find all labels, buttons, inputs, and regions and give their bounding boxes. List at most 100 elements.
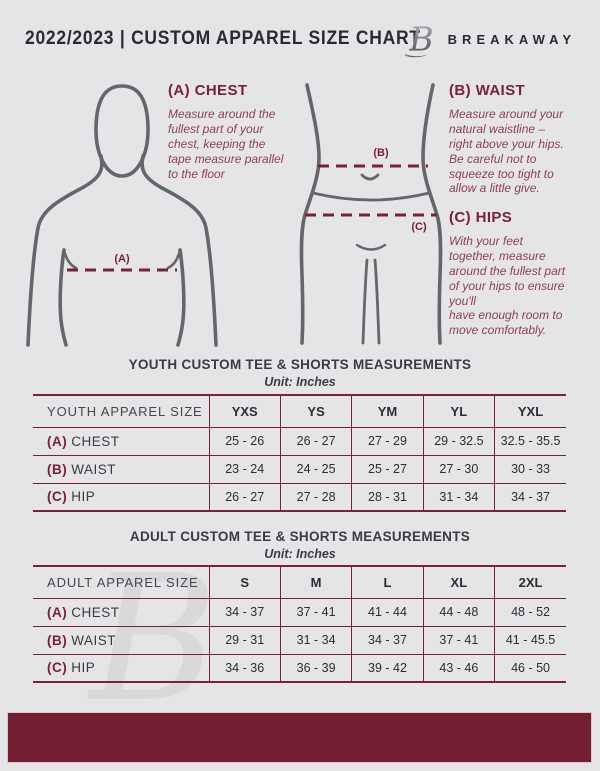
size-range-cell: 34 - 37: [494, 483, 566, 511]
waist-heading: (B) WAIST: [449, 82, 526, 99]
measure-label-cell: (A) CHEST: [33, 427, 209, 455]
table-row: (C) HIP 26 - 27 27 - 28 28 - 31 31 - 34 3…: [33, 483, 566, 511]
crotch-curve: [355, 243, 387, 251]
marker-c-label: (C): [411, 221, 427, 233]
youth-size-table: YOUTH APPAREL SIZE YXS YS YM YL YXL (A) C…: [33, 394, 566, 512]
footer-bar: [7, 712, 592, 763]
size-header-cell: YS: [279, 395, 352, 427]
size-range-cell: 23 - 24: [208, 455, 281, 483]
size-range-cell: 46 - 50: [494, 654, 566, 682]
right-shoulder-arm-outline: [140, 154, 218, 347]
size-range-cell: 36 - 39: [279, 654, 352, 682]
size-range-cell: 27 - 29: [351, 427, 424, 455]
marker-prefix: (C): [47, 489, 68, 505]
size-range-cell: 32.5 - 35.5: [494, 427, 566, 455]
youth-size-header-label: YOUTH APPAREL SIZE: [47, 403, 203, 419]
hips-heading: (C) HIPS: [449, 209, 513, 226]
waist-body-text: Measure around your natural waistline – …: [449, 107, 564, 196]
chest-heading: (A) CHEST: [168, 82, 248, 99]
size-range-cell: 26 - 27: [208, 483, 281, 511]
size-range-cell: 37 - 41: [422, 626, 495, 654]
size-range-cell: 41 - 45.5: [494, 626, 566, 654]
navel-mark: [360, 173, 380, 181]
hips-body-text: With your feet together, measure around …: [449, 234, 566, 338]
left-armpit-fold: [62, 248, 78, 270]
size-range-cell: 34 - 37: [208, 598, 281, 626]
size-range-cell: 29 - 32.5: [422, 427, 495, 455]
table-row: (A) CHEST 25 - 26 26 - 27 27 - 29 29 - 32…: [33, 427, 566, 455]
table-row: (A) CHEST 34 - 37 37 - 41 41 - 44 44 - 48…: [33, 598, 566, 626]
inner-right-leg-line: [373, 258, 381, 345]
chest-body-text: Measure around the fullest part of your …: [168, 107, 284, 181]
size-range-cell: 48 - 52: [494, 598, 566, 626]
marker-prefix: (A): [47, 604, 68, 620]
size-range-cell: 30 - 33: [494, 455, 566, 483]
size-range-cell: 31 - 34: [422, 483, 495, 511]
table-row: (C) HIP 34 - 36 36 - 39 39 - 42 43 - 46 4…: [33, 654, 566, 682]
marker-prefix: (A): [47, 433, 68, 449]
table-row: (B) WAIST 23 - 24 24 - 25 25 - 27 27 - 30…: [33, 455, 566, 483]
chest-instruction: (A) CHEST Measure around the fullest par…: [168, 82, 318, 181]
breakaway-b-monogram-icon: [404, 20, 438, 58]
size-range-cell: 28 - 31: [351, 483, 424, 511]
marker-prefix: (C): [47, 660, 68, 676]
left-shoulder-arm-outline: [26, 154, 104, 347]
measure-label-cell: (A) CHEST: [33, 598, 209, 626]
youth-section-title: YOUTH CUSTOM TEE & SHORTS MEASUREMENTS: [128, 357, 472, 372]
page-title: 2022/2023 | CUSTOM APPAREL SIZE CHART: [25, 28, 421, 49]
measure-name: CHEST: [71, 604, 120, 620]
measure-name: CHEST: [71, 433, 120, 449]
size-range-cell: 34 - 37: [351, 626, 424, 654]
measurement-figures: (A) (B) (C): [26, 83, 443, 347]
size-range-cell: 37 - 41: [279, 598, 352, 626]
measure-label-cell: (C) HIP: [33, 654, 209, 682]
measurement-dashed-lines: [67, 164, 437, 272]
left-armpit-line: [58, 248, 68, 347]
measure-name: WAIST: [71, 461, 116, 477]
right-armpit-line: [176, 248, 186, 347]
table-header-row: YOUTH APPAREL SIZE YXS YS YM YL YXL: [33, 395, 566, 427]
table-header-row: ADULT APPAREL SIZE S M L XL 2XL: [33, 566, 566, 598]
size-range-cell: 44 - 48: [422, 598, 495, 626]
waist-instruction: (B) WAIST Measure around your natural wa…: [449, 82, 599, 196]
size-header-cell: YL: [422, 395, 495, 427]
size-range-cell: 34 - 36: [208, 654, 281, 682]
size-header-cell: YXL: [494, 395, 566, 427]
size-header-cell: YM: [351, 395, 424, 427]
size-range-cell: 27 - 28: [279, 483, 352, 511]
right-armpit-fold: [166, 248, 182, 270]
measure-name: HIP: [71, 660, 96, 676]
brand-lockup: BREAKAWAY: [404, 20, 576, 58]
size-header-cell: 2XL: [494, 566, 566, 598]
upper-body-figure: [26, 84, 218, 347]
head-outline: [94, 84, 150, 178]
size-header-cell: XL: [422, 566, 495, 598]
measure-name: HIP: [71, 489, 96, 505]
inner-left-leg-line: [361, 258, 369, 345]
size-range-cell: 29 - 31: [208, 626, 281, 654]
size-range-cell: 41 - 44: [351, 598, 424, 626]
size-header-cell: L: [351, 566, 424, 598]
size-range-cell: 39 - 42: [351, 654, 424, 682]
youth-unit-label: Unit: Inches: [264, 375, 336, 389]
marker-b-label: (B): [373, 147, 389, 159]
size-range-cell: 25 - 27: [351, 455, 424, 483]
marker-a-label: (A): [114, 253, 130, 265]
size-header-cell: S: [208, 566, 281, 598]
size-header-cell: M: [279, 566, 352, 598]
measure-name: WAIST: [71, 632, 116, 648]
measure-label-cell: (B) WAIST: [33, 455, 209, 483]
adult-size-table: ADULT APPAREL SIZE S M L XL 2XL (A) CHEST…: [33, 565, 566, 683]
size-range-cell: 24 - 25: [279, 455, 352, 483]
marker-prefix: (B): [47, 461, 68, 477]
measure-label-cell: (C) HIP: [33, 483, 209, 511]
brand-name: BREAKAWAY: [447, 31, 576, 47]
size-range-cell: 26 - 27: [279, 427, 352, 455]
table-row: (B) WAIST 29 - 31 31 - 34 34 - 37 37 - 41…: [33, 626, 566, 654]
adult-size-header-label: ADULT APPAREL SIZE: [47, 574, 199, 590]
adult-section-title: ADULT CUSTOM TEE & SHORTS MEASUREMENTS: [129, 529, 471, 544]
size-range-cell: 25 - 26: [208, 427, 281, 455]
measure-label-cell: (B) WAIST: [33, 626, 209, 654]
hip-crease-line: [311, 191, 431, 202]
